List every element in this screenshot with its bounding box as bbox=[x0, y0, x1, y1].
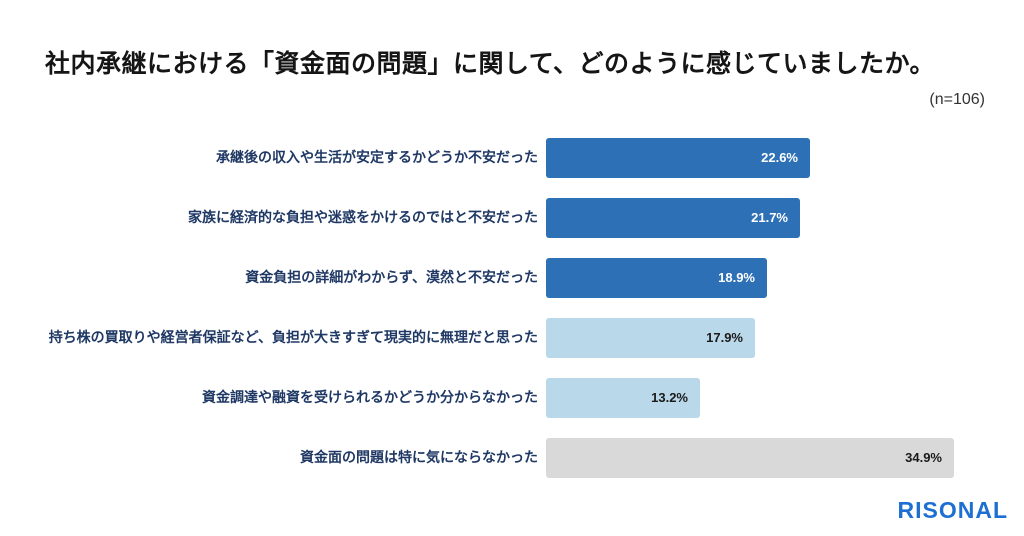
bar-category-label: 資金調達や融資を受けられるかどうか分からなかった bbox=[202, 389, 538, 406]
bar-value-label: 22.6% bbox=[761, 150, 798, 165]
bar-value-label: 21.7% bbox=[751, 210, 788, 225]
bar-track: 22.6% bbox=[546, 138, 1014, 178]
bar-track: 21.7% bbox=[546, 198, 1014, 238]
bar: 34.9% bbox=[546, 438, 954, 478]
bar-track: 18.9% bbox=[546, 258, 1014, 298]
chart-row: 持ち株の買取りや経営者保証など、負担が大きすぎて現実的に無理だと思った 17.9% bbox=[0, 308, 1024, 368]
bar-value-label: 34.9% bbox=[905, 450, 942, 465]
horizontal-bar-chart: 承継後の収入や生活が安定するかどうか不安だった 22.6% 家族に経済的な負担や迷惑… bbox=[0, 128, 1024, 488]
bar-category-label: 資金面の問題は特に気にならなかった bbox=[300, 449, 538, 466]
chart-row: 資金面の問題は特に気にならなかった 34.9% bbox=[0, 428, 1024, 488]
bar-track: 13.2% bbox=[546, 378, 1014, 418]
bar: 21.7% bbox=[546, 198, 800, 238]
bar-category-label: 承継後の収入や生活が安定するかどうか不安だった bbox=[216, 149, 538, 166]
bar-category-label: 資金負担の詳細がわからず、漠然と不安だった bbox=[245, 269, 538, 286]
bar: 13.2% bbox=[546, 378, 700, 418]
risonal-logo: RISONAL bbox=[897, 497, 1008, 523]
chart-row: 承継後の収入や生活が安定するかどうか不安だった 22.6% bbox=[0, 128, 1024, 188]
chart-title: 社内承継における「資金面の問題」に関して、どのように感じていましたか。 bbox=[45, 50, 936, 78]
sample-size-note: (n=106) bbox=[929, 91, 985, 108]
bar-track: 34.9% bbox=[546, 438, 1014, 478]
bar: 22.6% bbox=[546, 138, 810, 178]
bar: 18.9% bbox=[546, 258, 767, 298]
bar: 17.9% bbox=[546, 318, 755, 358]
bar-category-label: 持ち株の買取りや経営者保証など、負担が大きすぎて現実的に無理だと思った bbox=[48, 329, 538, 346]
bar-category-label: 家族に経済的な負担や迷惑をかけるのではと不安だった bbox=[188, 209, 538, 226]
chart-row: 資金調達や融資を受けられるかどうか分からなかった 13.2% bbox=[0, 368, 1024, 428]
bar-value-label: 18.9% bbox=[718, 270, 755, 285]
chart-row: 資金負担の詳細がわからず、漠然と不安だった 18.9% bbox=[0, 248, 1024, 308]
bar-track: 17.9% bbox=[546, 318, 1014, 358]
chart-row: 家族に経済的な負担や迷惑をかけるのではと不安だった 21.7% bbox=[0, 188, 1024, 248]
bar-value-label: 13.2% bbox=[651, 390, 688, 405]
bar-value-label: 17.9% bbox=[706, 330, 743, 345]
